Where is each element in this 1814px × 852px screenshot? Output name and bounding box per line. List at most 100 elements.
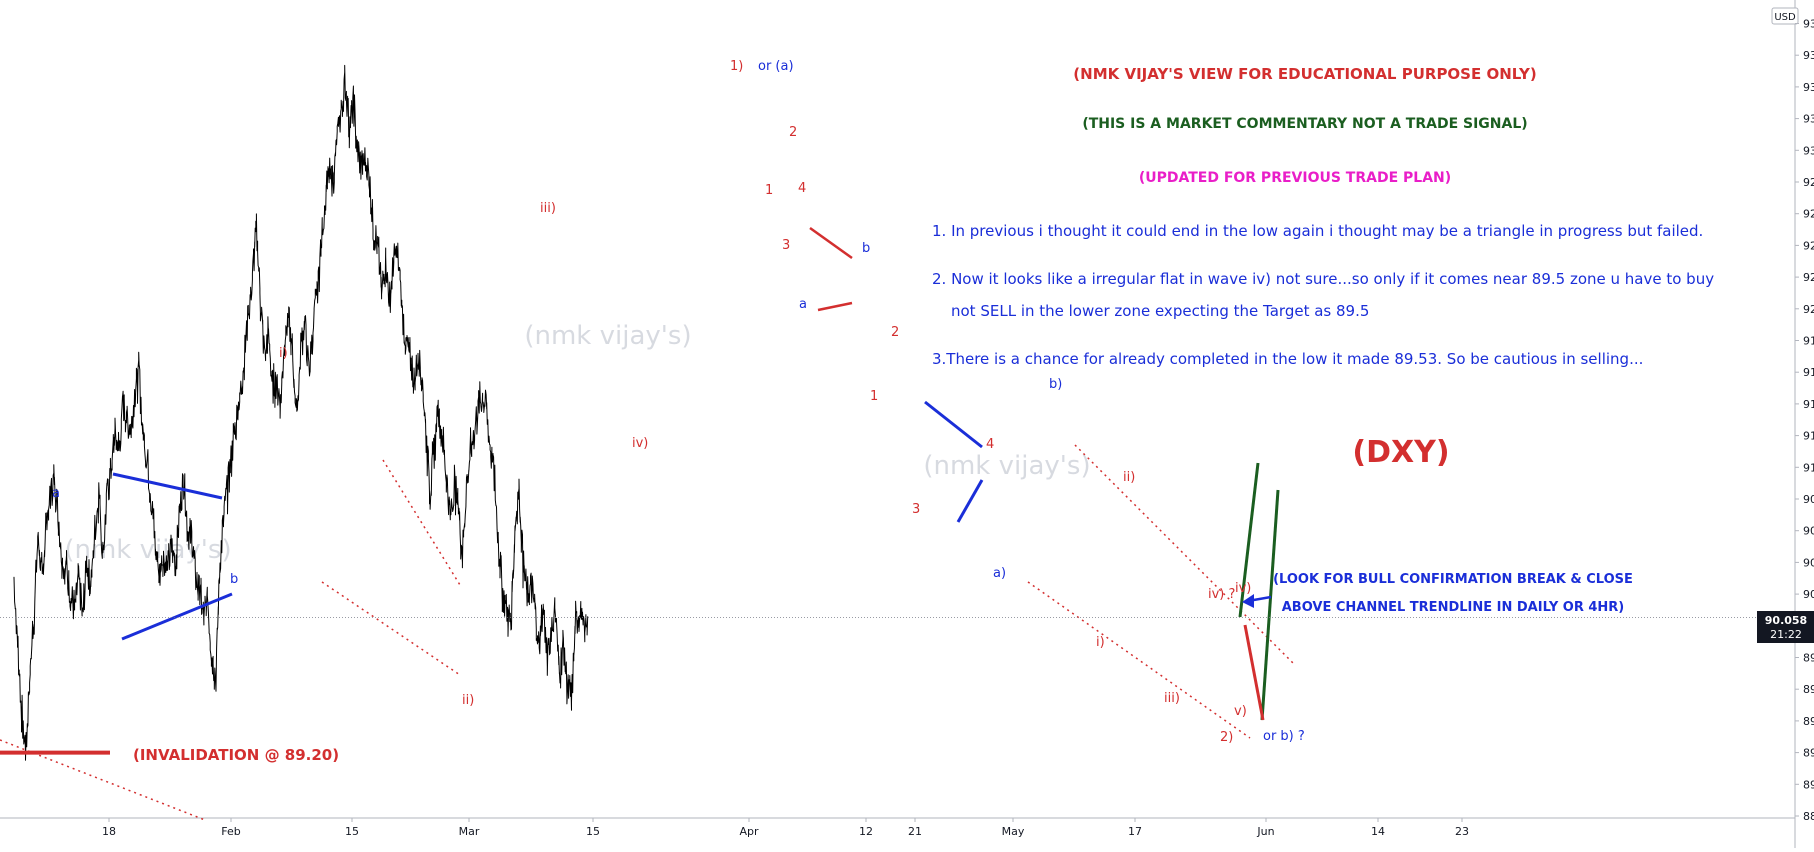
annotation-text: not SELL in the lower zone expecting the… — [951, 302, 1369, 320]
triangle-blue-upper-line — [924, 400, 983, 449]
wave-label: 2 — [891, 325, 899, 340]
wave-label: a — [799, 297, 807, 312]
wave-label: ii) — [462, 693, 474, 708]
wave-label: b) — [1049, 377, 1062, 392]
x-tick-label: 21 — [908, 825, 922, 838]
annotation-text: (UPDATED FOR PREVIOUS TRADE PLAN) — [1139, 170, 1451, 186]
y-tick-label: 89.400 — [1803, 715, 1814, 728]
x-tick-label: May — [1002, 825, 1025, 838]
y-tick-label: 92.600 — [1803, 208, 1814, 221]
wave-label: i) — [1096, 635, 1105, 650]
triangle-lower-line — [817, 301, 853, 312]
bar-countdown: 21:22 — [1770, 628, 1802, 641]
arrow-head — [1242, 594, 1254, 608]
wave-label: 1 — [870, 389, 878, 404]
x-tick-label: 15 — [345, 825, 359, 838]
wave-label: ii) — [1123, 470, 1135, 485]
triangle-upper-line — [809, 226, 853, 260]
y-tick-label: 91.000 — [1803, 461, 1814, 474]
wave-label: 4 — [798, 181, 806, 196]
watermark-text: (nmk vijay's) — [524, 321, 691, 351]
wave-label: 3 — [782, 238, 790, 253]
currency-badge[interactable] — [1771, 7, 1799, 25]
y-tick-label: 90.600 — [1803, 525, 1814, 538]
y-tick-label: 91.600 — [1803, 366, 1814, 379]
dotted-trendline — [382, 459, 461, 586]
y-tick-label: 92.000 — [1803, 303, 1814, 316]
y-tick-label: 89.800 — [1803, 652, 1814, 665]
current-price-badge — [1757, 611, 1814, 643]
wave-label: 3 — [912, 502, 920, 517]
dotted-trendline — [0, 739, 206, 821]
wave-label: b — [230, 572, 238, 587]
wave-label: or b) ? — [1263, 729, 1305, 744]
y-tick-label: 92.400 — [1803, 239, 1814, 252]
wave-label: b — [862, 241, 870, 256]
wave-label: iii) — [1164, 691, 1180, 706]
y-tick-label: 90.800 — [1803, 493, 1814, 506]
y-tick-label: 89.000 — [1803, 778, 1814, 791]
currency-label: USD — [1774, 12, 1796, 23]
green-projection-line — [1260, 489, 1280, 721]
y-tick-label: 91.800 — [1803, 335, 1814, 348]
wave-label: a) — [993, 566, 1006, 581]
wave-label: or (a) — [758, 59, 794, 74]
y-tick-label: 89.600 — [1803, 683, 1814, 696]
annotation-text: 3.There is a chance for already complete… — [932, 350, 1643, 368]
wave-label: 2 — [789, 125, 797, 140]
invalidation-label: (INVALIDATION @ 89.20) — [133, 746, 339, 764]
wave-label: i) — [279, 346, 288, 361]
y-tick-label: 92.800 — [1803, 176, 1814, 189]
y-tick-label: 93.400 — [1803, 81, 1814, 94]
wave-label: v) — [1234, 704, 1247, 719]
y-tick-label: 93.600 — [1803, 49, 1814, 62]
x-tick-label: Mar — [459, 825, 480, 838]
y-tick-label: 90.200 — [1803, 588, 1814, 601]
y-tick-label: 90.400 — [1803, 556, 1814, 569]
wave-label: 4 — [986, 437, 994, 452]
y-tick-label: 91.400 — [1803, 398, 1814, 411]
red-projection-line — [1243, 624, 1265, 721]
wave-label: a — [52, 486, 60, 501]
annotation-text: (DXY) — [1352, 435, 1449, 470]
wave-label: iv) — [1235, 581, 1251, 596]
x-tick-label: 17 — [1128, 825, 1142, 838]
y-tick-label: 93.000 — [1803, 144, 1814, 157]
green-projection-line — [1238, 462, 1260, 618]
y-tick-label: 92.200 — [1803, 271, 1814, 284]
price-series-line — [13, 64, 589, 761]
x-tick-label: Jun — [1256, 825, 1274, 838]
x-tick-label: 23 — [1455, 825, 1469, 838]
x-tick-label: 15 — [586, 825, 600, 838]
wedge-lower-line — [121, 592, 233, 641]
annotation-text: (NMK VIJAY'S VIEW FOR EDUCATIONAL PURPOS… — [1073, 65, 1536, 83]
annotation-text: 1. In previous i thought it could end in… — [932, 222, 1703, 240]
wave-label: iv) — [632, 436, 648, 451]
watermark-text: (nmk vijay's) — [923, 451, 1090, 481]
wave-label: 2) — [1220, 730, 1233, 745]
annotation-text: ABOVE CHANNEL TRENDLINE IN DAILY OR 4HR) — [1282, 600, 1625, 615]
x-tick-label: 12 — [859, 825, 873, 838]
annotation-text: 2. Now it looks like a irregular flat in… — [932, 270, 1714, 288]
y-tick-label: 88.800 — [1803, 810, 1814, 823]
x-tick-label: 14 — [1371, 825, 1385, 838]
wave-label: 1 — [765, 183, 773, 198]
wave-label: iii) — [540, 201, 556, 216]
y-tick-label: 93.800 — [1803, 18, 1814, 31]
x-tick-label: Apr — [739, 825, 759, 838]
y-tick-label: 89.200 — [1803, 747, 1814, 760]
wave-label: 1) — [730, 59, 743, 74]
triangle-blue-lower-line — [956, 479, 984, 523]
x-tick-label: Feb — [221, 825, 240, 838]
annotation-text: (THIS IS A MARKET COMMENTARY NOT A TRADE… — [1082, 116, 1527, 132]
annotation-text: (LOOK FOR BULL CONFIRMATION BREAK & CLOS… — [1273, 572, 1633, 587]
wedge-upper-line — [112, 472, 223, 500]
current-price-value: 90.058 — [1765, 614, 1807, 627]
x-tick-label: 18 — [102, 825, 116, 838]
wave-label: iv) ? — [1208, 587, 1235, 602]
dotted-trendline — [321, 581, 461, 676]
y-tick-label: 93.200 — [1803, 113, 1814, 126]
y-tick-label: 91.200 — [1803, 430, 1814, 443]
